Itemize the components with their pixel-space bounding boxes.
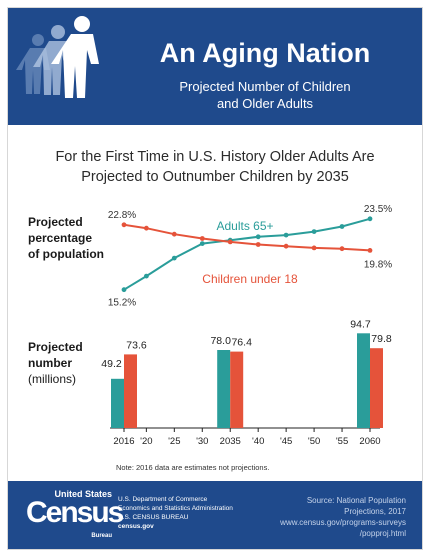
line-label-3: of population — [28, 247, 104, 261]
point-adults-65-2045 — [283, 232, 289, 238]
source-line-1: Source: National Population — [306, 496, 406, 505]
headline: For the First Time in U.S. History Older… — [28, 147, 402, 187]
subtitle-line-2: and Older Adults — [216, 96, 314, 111]
bar-label-3: (millions) — [28, 372, 76, 386]
bar-chart: 49.2 73.6 78.0 76.4 94.779.8 2016 '20 '25 '30 203… — [101, 318, 392, 447]
source-line-2: Projections, 2017 — [344, 507, 406, 516]
footer-banner: United States Census Bureau U.S. Departm… — [8, 481, 422, 549]
point-children-under-18-2025 — [171, 231, 177, 237]
point-adults-65-2050 — [311, 229, 317, 235]
bar-children-under-18-2016 — [124, 354, 137, 428]
bar-value-children-under-18-2035: 76.4 — [231, 337, 252, 349]
line-label-1: Projected — [28, 215, 83, 229]
source-url-line-1[interactable]: www.census.gov/programs-surveys — [280, 518, 406, 527]
point-children-under-18-2060 — [367, 248, 373, 253]
point-children-under-18-2030 — [199, 236, 205, 241]
axis-tick-label-7: '50 — [308, 436, 320, 447]
org-line-1: U.S. Department of Commerce — [118, 496, 208, 503]
series-label-adults-65: Adults 65+ — [216, 219, 273, 233]
point-adults-65-2020 — [144, 273, 149, 279]
point-adults-65-2016 — [121, 287, 127, 293]
point-children-under-18-2020 — [144, 225, 149, 231]
axis-tick-label-4: 2035 — [220, 436, 241, 447]
infographic-frame: An Aging Nation Projected Number of Chil… — [7, 7, 423, 550]
logo-census: Census — [26, 496, 124, 529]
bar-label-2: number — [28, 356, 73, 370]
bar-children-under-18-2035 — [230, 351, 244, 428]
org-website[interactable]: census.gov — [118, 523, 154, 530]
point-children-under-18-2050 — [311, 245, 317, 251]
infographic-title: An Aging Nation — [159, 38, 371, 68]
bar-label-1: Projected — [28, 340, 83, 354]
point-adults-65-2060 — [367, 216, 373, 222]
bar-value-children-under-18-2016: 73.6 — [126, 339, 147, 351]
chart-canvas: 15.2% 23.5% Adults 65+ 22.8% 19.8% Children u… — [101, 204, 392, 447]
point-children-under-18-2055 — [339, 246, 345, 252]
org-line-3: U.S. CENSUS BUREAU — [118, 514, 189, 521]
subtitle-line-1: Projected Number of Children — [179, 79, 351, 94]
line-chart: 15.2% 23.5% Adults 65+ 22.8% 19.8% Children u… — [108, 204, 392, 309]
line-label-2: percentage — [28, 231, 93, 245]
axis-tick-label-2: '25 — [168, 436, 180, 447]
bar-chart-section-label: Projected number (millions) — [28, 339, 83, 387]
headline-line-2: Projected to Outnumber Children by 2035 — [81, 169, 349, 185]
organization-block: U.S. Department of Commerce Economics an… — [118, 495, 258, 531]
bar-value-adults-65-2060: 94.7 — [350, 318, 371, 330]
note-text: Note: 2016 data are estimates not projec… — [116, 463, 270, 472]
point-children-under-18-2035 — [227, 239, 233, 245]
line-adults-65 — [123, 217, 371, 291]
point-adults-65-2030 — [199, 241, 205, 247]
data-label-adults-65-end: 23.5% — [364, 204, 392, 215]
bar-value-children-under-18-2060: 79.8 — [371, 333, 392, 345]
point-children-under-18-2045 — [283, 243, 289, 249]
data-label-children-under-18-start: 22.8% — [108, 210, 136, 221]
axis-tick-label-1: '20 — [140, 436, 152, 447]
axis-tick-label-8: '55 — [336, 436, 348, 447]
point-adults-65-2040 — [255, 234, 261, 240]
axis-tick-label-0: 2016 — [113, 436, 134, 447]
axis-tick-label-5: '40 — [252, 436, 264, 447]
line-chart-section-label: Projected percentage of population — [28, 214, 104, 262]
bar-children-under-18-2060 — [370, 348, 383, 428]
logo-bureau: Bureau — [91, 533, 112, 539]
point-adults-65-2055 — [339, 224, 345, 229]
source-block: Source: National Population Projections,… — [236, 495, 406, 539]
org-line-2: Economics and Statistics Administration — [118, 505, 233, 512]
bar-adults-65-2016 — [111, 378, 124, 428]
header-banner: An Aging Nation Projected Number of Chil… — [8, 8, 422, 125]
bar-adults-65-2060 — [357, 333, 370, 428]
source-url-line-2[interactable]: /popproj.html — [359, 529, 406, 538]
bar-value-adults-65-2035: 78.0 — [210, 335, 231, 347]
axis-tick-label-9: 2060 — [359, 436, 380, 447]
point-adults-65-2025 — [171, 255, 177, 261]
logo-united-states: United States — [54, 489, 112, 499]
point-children-under-18-2016 — [121, 222, 127, 228]
infographic-subtitle: Projected Number of Children and Older A… — [120, 78, 410, 112]
line-children-under-18 — [123, 223, 371, 252]
headline-line-1: For the First Time in U.S. History Older… — [55, 149, 375, 165]
series-label-children-under-18: Children under 18 — [202, 272, 298, 286]
data-label-adults-65-start: 15.2% — [108, 298, 136, 309]
aging-people-icon — [16, 16, 99, 98]
data-label-children-under-18-end: 19.8% — [364, 259, 392, 270]
point-children-under-18-2040 — [255, 242, 261, 247]
axis-tick-label-3: '30 — [196, 436, 208, 447]
bar-value-adults-65-2016: 49.2 — [101, 358, 122, 370]
axis-tick-label-6: '45 — [280, 436, 292, 447]
bar-adults-65-2035 — [217, 350, 231, 428]
